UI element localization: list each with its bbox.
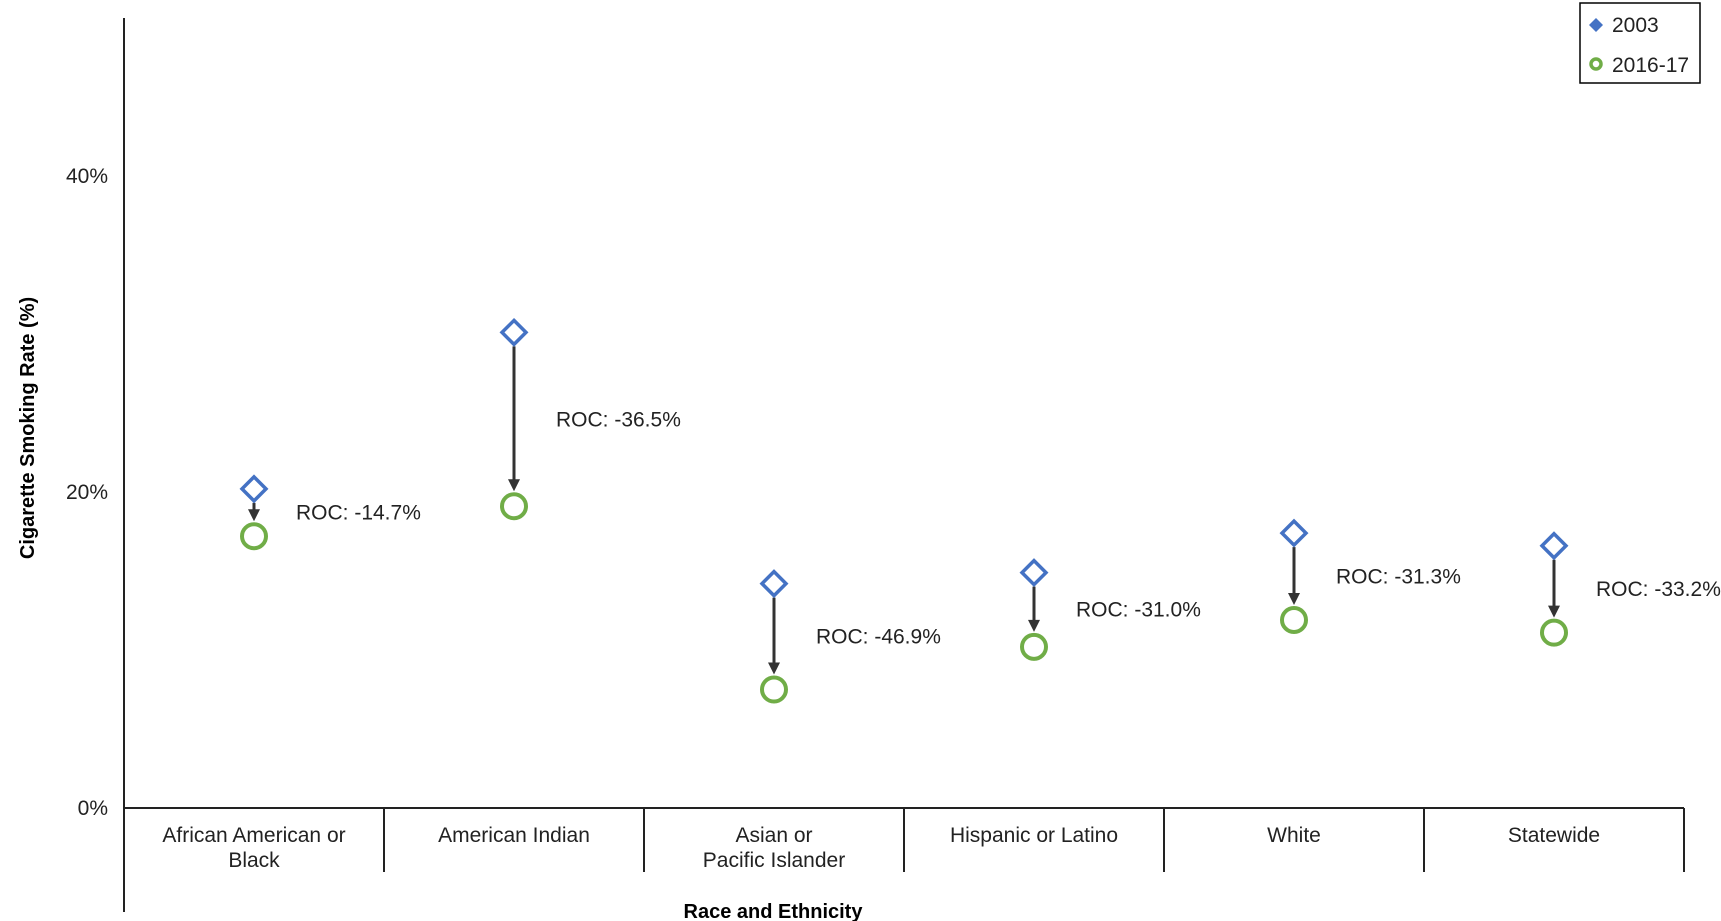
x-category-label: Asian or Pacific Islander [703,824,845,872]
legend-box [1579,2,1701,84]
y-axis-ticks: 0% 20% 40% [66,165,108,820]
point-2003 [1019,558,1049,588]
point-2016-17 [1280,605,1308,634]
roc-label: ROC: -36.5% [556,408,681,431]
legend-marker-2003 [1589,18,1603,32]
legend-label-2003: 2003 [1612,14,1659,37]
change-arrow-head [508,479,520,492]
plot-marks: ROC: -14.7% ROC: -36.5% ROC: -46.9% ROC: -3… [239,317,1721,704]
roc-label: ROC: -31.0% [1076,599,1201,622]
legend: 2003 2016-17 [1579,2,1701,84]
legend-marker-2016-17 [1589,57,1603,71]
legend-label-2016-17: 2016-17 [1612,54,1689,77]
point-2016-17 [500,492,528,521]
change-arrow-head [1548,605,1560,618]
point-2016-17 [1020,632,1048,661]
point-2003 [499,317,529,347]
change-arrow-head [768,662,780,675]
point-2016-17 [1540,618,1568,647]
x-category-label: Statewide [1508,824,1600,847]
x-category-label: Hispanic or Latino [950,824,1118,847]
point-2003 [759,569,789,599]
point-2016-17 [760,675,788,704]
x-category-label: White [1267,824,1321,847]
x-category-label: American Indian [438,824,590,847]
roc-label: ROC: -14.7% [296,502,421,525]
point-2016-17 [240,522,268,551]
change-arrow-head [248,509,260,522]
x-axis-title: Race and Ethnicity [684,901,864,921]
point-2003 [239,474,269,504]
point-2003 [1539,531,1569,561]
roc-label: ROC: -33.2% [1596,578,1721,601]
y-tick-label: 20% [66,481,108,504]
x-axis-categories: African American or Black American Indian A… [162,808,1685,872]
roc-label: ROC: -46.9% [816,626,941,649]
point-2003 [1279,518,1309,548]
roc-label: ROC: -31.3% [1336,566,1461,589]
x-category-label: African American or Black [162,824,345,872]
y-axis-title: Cigarette Smoking Rate (%) [17,297,39,559]
change-arrow-head [1028,619,1040,632]
y-tick-label: 40% [66,165,108,188]
change-arrow-head [1288,592,1300,605]
y-tick-label: 0% [78,797,108,820]
